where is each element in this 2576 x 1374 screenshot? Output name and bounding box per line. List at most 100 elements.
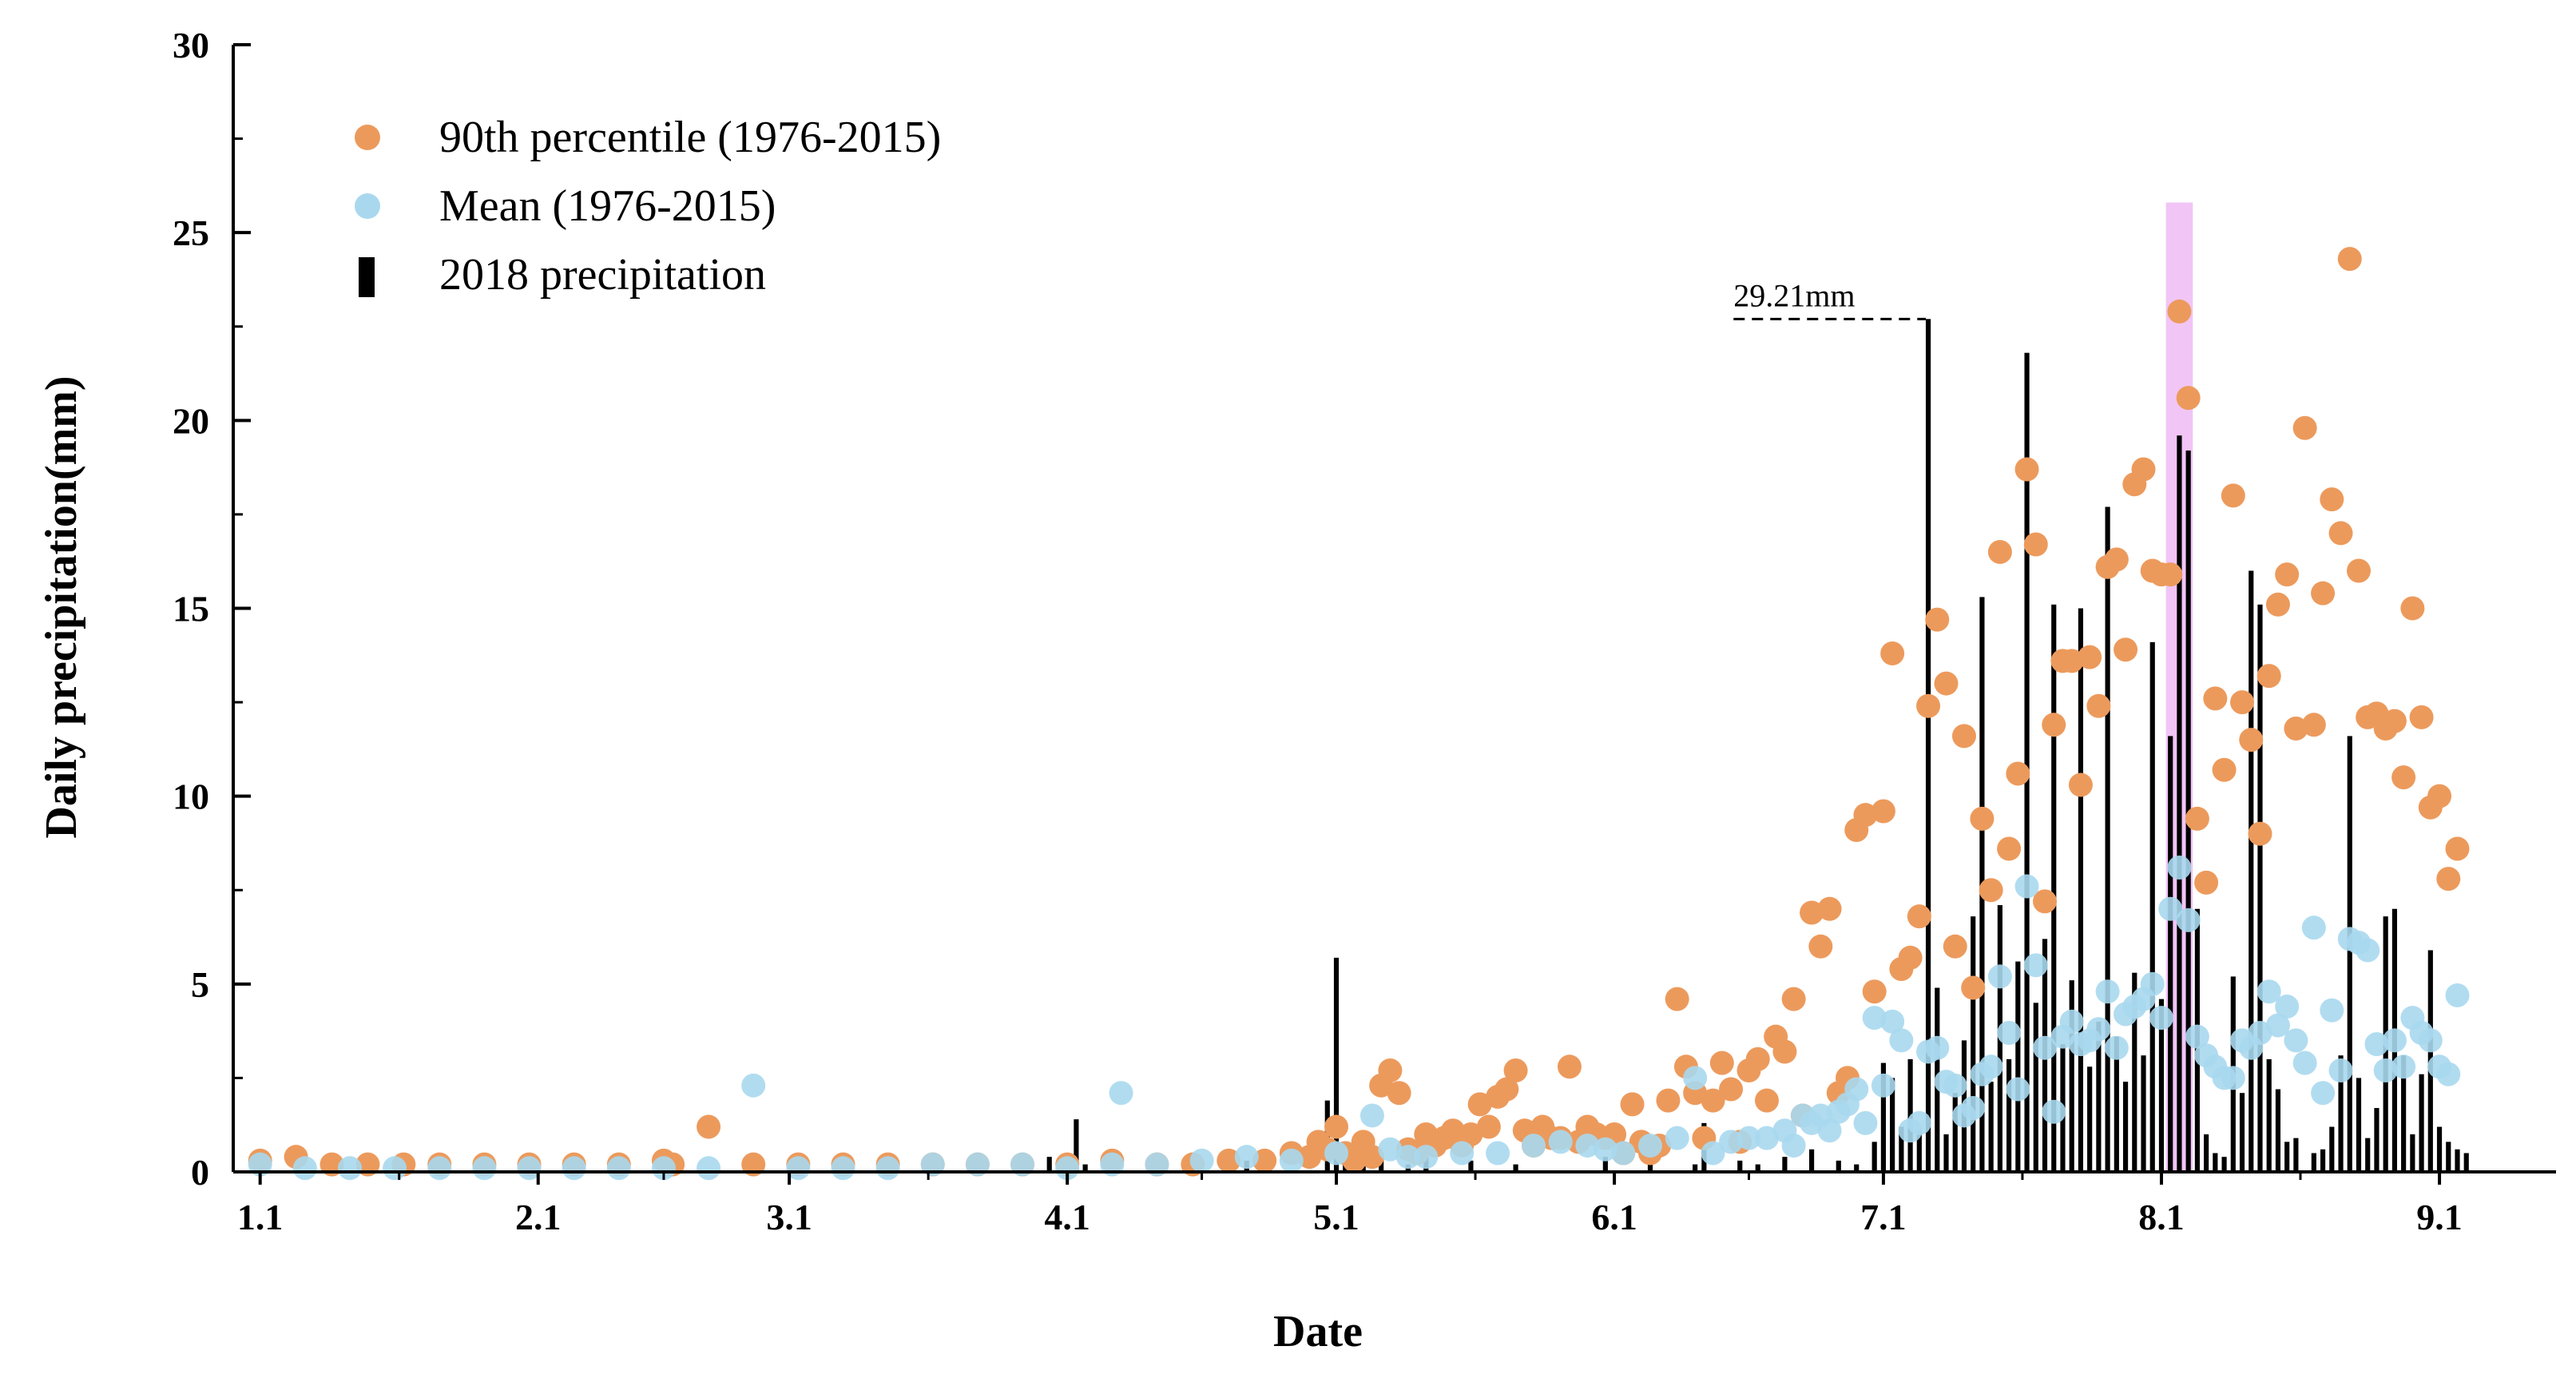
p90-point <box>2042 713 2066 737</box>
precip-bar <box>1943 1134 1949 1172</box>
precip-bar <box>2347 736 2352 1172</box>
precip-bar <box>1693 1164 1698 1172</box>
mean-point <box>786 1156 811 1181</box>
precip-bar <box>2239 1093 2245 1172</box>
p90-point <box>2158 562 2183 587</box>
ticks-layer: 0 5 10 15 20 25 30 1.1 2.1 3.1 4.1 5.1 6.1 7.1 8.1 9.1 <box>173 25 2463 1237</box>
p90-point <box>1719 1077 1744 1102</box>
precip-bar <box>1513 1164 1518 1172</box>
p90-point <box>1970 806 1995 831</box>
precip-bar <box>2069 980 2074 1172</box>
p90-point <box>1387 1081 1411 1106</box>
mean-point <box>1907 1110 1931 1135</box>
mean-point <box>2185 1024 2209 1049</box>
p90-point <box>2436 867 2461 892</box>
precip-bar <box>2087 1066 2093 1172</box>
precip-bar <box>2204 1134 2209 1172</box>
y-tick-label: 20 <box>173 400 209 441</box>
p90-point <box>2409 705 2434 729</box>
mean-point <box>2265 1013 2290 1038</box>
p90-point <box>2167 299 2192 324</box>
precip-bar <box>2249 570 2254 1172</box>
y-tick-label: 25 <box>173 212 209 253</box>
mean-point <box>1378 1137 1403 1162</box>
mean-point <box>1637 1134 1662 1158</box>
p90-point <box>1862 979 1887 1004</box>
p90-point <box>1701 1088 1725 1113</box>
y-tick-label: 0 <box>191 1152 209 1193</box>
mean-point <box>517 1156 542 1181</box>
x-tick-label: 3.1 <box>766 1197 812 1237</box>
mean-point <box>1871 1073 1895 1098</box>
mean-point <box>1234 1145 1259 1169</box>
precip-bar <box>2221 1157 2227 1172</box>
p90-point <box>2256 664 2281 689</box>
p90-point <box>2086 693 2111 718</box>
precip-bar <box>1952 1093 1958 1172</box>
precip-bar <box>1468 1160 1474 1172</box>
mean-point <box>1844 1077 1869 1102</box>
precip-bar <box>1854 1164 1860 1172</box>
precip-bar <box>2122 1082 2129 1172</box>
precip-bar <box>1925 319 1931 1173</box>
mean-point <box>1781 1134 1806 1158</box>
p90-point <box>1808 934 1833 959</box>
mean-point <box>1359 1103 1384 1128</box>
y-axis-title: Daily precipitation(mm) <box>37 375 86 838</box>
mean-point <box>1683 1066 1708 1090</box>
p90-point <box>1853 803 1878 828</box>
precip-bar <box>1082 1164 1088 1172</box>
p90-point <box>1997 836 2022 861</box>
precip-bar <box>1046 1157 1052 1172</box>
precip-bar <box>1890 1078 1895 1172</box>
mean-point <box>1109 1081 1133 1106</box>
mean-point <box>1575 1134 1600 1158</box>
precip-bar <box>2168 736 2173 1172</box>
mean-point <box>562 1156 586 1181</box>
mean-point <box>1997 1020 2022 1045</box>
mean-point <box>1853 1110 1878 1135</box>
p90-point <box>1916 693 1941 718</box>
mean-point <box>1450 1141 1475 1166</box>
mean-point <box>2140 971 2165 996</box>
mean-point <box>2158 896 2183 921</box>
legend-p90-label: 90th percentile (1976-2015) <box>439 113 941 162</box>
legend: 90th percentile (1976-2015) Mean (1976-2… <box>355 113 941 300</box>
precip-bar <box>2096 1021 2102 1172</box>
mean-point <box>2320 998 2344 1023</box>
mean-point <box>1414 1145 1439 1169</box>
p90-point <box>2382 709 2407 733</box>
precip-bar <box>1809 1149 1815 1172</box>
p90-point <box>697 1114 721 1139</box>
precip-bar <box>2105 506 2110 1172</box>
mean-point <box>2418 1028 2443 1053</box>
precip-bar <box>2446 1142 2451 1172</box>
mean-point <box>2301 915 2326 940</box>
p90-point <box>1476 1114 1501 1139</box>
mean-point <box>2167 856 2192 880</box>
mean-point <box>2292 1050 2317 1075</box>
mean-point <box>2248 1020 2272 1045</box>
precip-bar <box>2284 1142 2290 1172</box>
p90-point <box>1898 945 1923 970</box>
mean-point <box>831 1156 855 1181</box>
p90-point <box>2104 547 2129 572</box>
precip-bar <box>2024 352 2030 1172</box>
precip-bar <box>2410 1134 2415 1172</box>
p90-point <box>2301 713 2326 737</box>
x-tick-label: 8.1 <box>2138 1197 2185 1237</box>
p90-point <box>1880 641 1905 665</box>
mean-point <box>383 1156 407 1181</box>
mean-point <box>1486 1141 1510 1166</box>
x-tick-label: 7.1 <box>1860 1197 1907 1237</box>
mean-point <box>1701 1141 1725 1166</box>
y-tick-label: 30 <box>173 25 209 66</box>
precip-bar <box>1836 1160 1841 1172</box>
annotation-label: 29.21mm <box>1733 277 1855 313</box>
precip-bar <box>2149 641 2155 1172</box>
mean-point <box>1395 1145 1420 1169</box>
mean-point <box>1880 1009 1905 1034</box>
mean-point <box>1719 1130 1744 1154</box>
legend-p90-marker <box>355 125 380 150</box>
precip-bar <box>2338 1055 2344 1172</box>
